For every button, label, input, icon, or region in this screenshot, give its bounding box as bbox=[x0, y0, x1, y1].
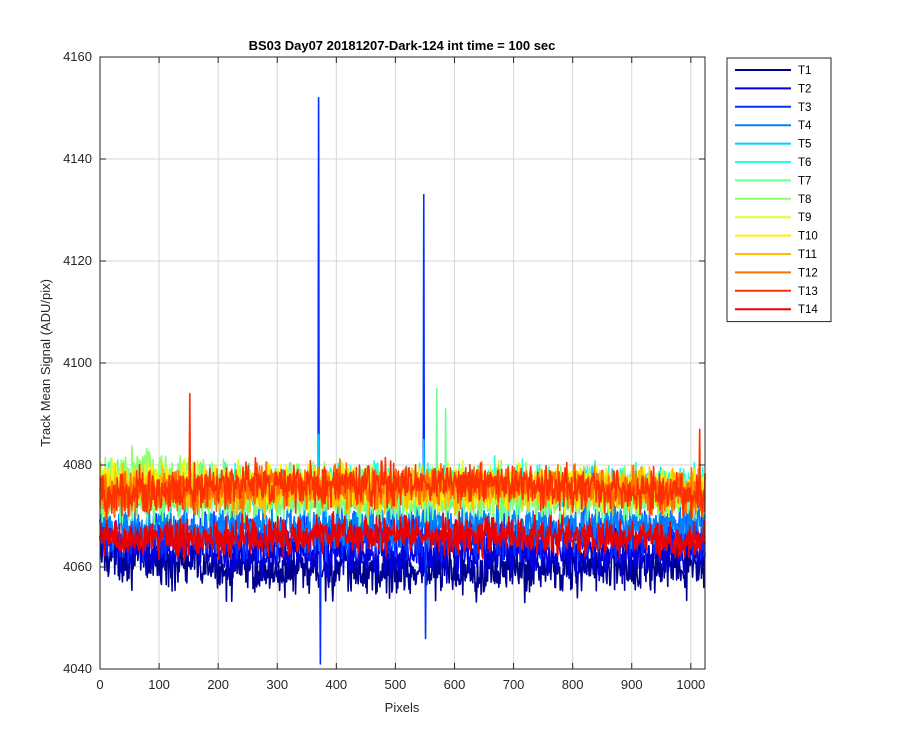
x-tick-label: 200 bbox=[207, 677, 229, 692]
x-tick-label: 800 bbox=[562, 677, 584, 692]
y-axis-label: Track Mean Signal (ADU/pix) bbox=[38, 279, 53, 447]
x-axis-label: Pixels bbox=[385, 700, 420, 715]
legend-label-t2: T2 bbox=[798, 83, 811, 95]
x-tick-label: 600 bbox=[444, 677, 466, 692]
legend-label-t3: T3 bbox=[798, 102, 811, 114]
legend-label-t8: T8 bbox=[798, 194, 811, 206]
legend-label-t7: T7 bbox=[798, 175, 811, 187]
y-tick-label: 4160 bbox=[63, 49, 92, 64]
x-tick-label: 900 bbox=[621, 677, 643, 692]
legend-label-t13: T13 bbox=[798, 286, 818, 298]
y-tick-label: 4120 bbox=[63, 253, 92, 268]
y-tick-label: 4140 bbox=[63, 151, 92, 166]
legend: T1 T2 T3 T4 T5 T6 T7 T8 T9 T10 T11 T12 T13 T14 bbox=[726, 57, 832, 323]
legend-label-t4: T4 bbox=[798, 120, 812, 132]
axis-ticks: 0 100 200 300 400 500 600 700 800 900 1000 4040 4060… bbox=[63, 49, 705, 692]
legend-label-t11: T11 bbox=[798, 249, 817, 261]
legend-label-t5: T5 bbox=[798, 139, 811, 151]
legend-label-t12: T12 bbox=[798, 267, 818, 279]
legend-box bbox=[726, 57, 832, 323]
series-line-t14 bbox=[99, 510, 706, 561]
series-line-t13 bbox=[99, 392, 706, 520]
chart-title: BS03 Day07 20181207-Dark-124 int time = … bbox=[249, 38, 556, 53]
y-tick-label: 4080 bbox=[63, 457, 92, 472]
x-tick-label: 100 bbox=[148, 677, 170, 692]
legend-label-t14: T14 bbox=[798, 304, 818, 316]
x-tick-label: 0 bbox=[96, 677, 103, 692]
x-tick-label: 500 bbox=[385, 677, 407, 692]
legend-label-t9: T9 bbox=[798, 212, 811, 224]
x-tick-label: 300 bbox=[266, 677, 288, 692]
legend-label-t1: T1 bbox=[798, 65, 811, 77]
legend-label-t6: T6 bbox=[798, 157, 811, 169]
x-tick-label: 400 bbox=[325, 677, 347, 692]
y-tick-label: 4060 bbox=[63, 559, 92, 574]
y-tick-label: 4040 bbox=[63, 661, 92, 676]
plot-lines bbox=[99, 97, 706, 665]
legend-label-t10: T10 bbox=[798, 231, 818, 243]
x-tick-label: 700 bbox=[503, 677, 525, 692]
y-tick-label: 4100 bbox=[63, 355, 92, 370]
x-tick-label: 1000 bbox=[676, 677, 705, 692]
